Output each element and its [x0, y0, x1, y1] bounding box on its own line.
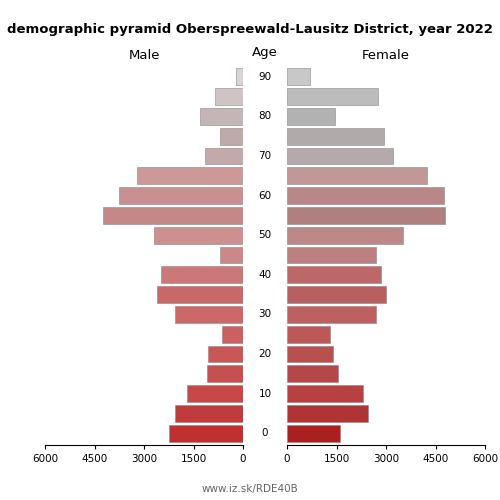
Bar [215, 88, 243, 105]
Bar [200, 108, 243, 125]
Bar [287, 68, 310, 86]
Bar [206, 366, 243, 382]
Bar [120, 187, 243, 204]
Bar [287, 424, 340, 442]
Bar [287, 405, 368, 421]
Bar [287, 187, 444, 204]
Text: 20: 20 [258, 349, 272, 359]
Bar [287, 306, 376, 323]
Title: Male: Male [128, 50, 160, 62]
Text: 90: 90 [258, 72, 272, 82]
Text: 30: 30 [258, 310, 272, 320]
Text: demographic pyramid Oberspreewald-Lausitz District, year 2022: demographic pyramid Oberspreewald-Lausit… [7, 22, 493, 36]
Bar [169, 424, 243, 442]
Bar [103, 207, 243, 224]
Bar [287, 326, 330, 342]
Text: 60: 60 [258, 190, 272, 200]
Text: 50: 50 [258, 230, 272, 240]
Bar [160, 266, 243, 283]
Bar [208, 346, 243, 362]
Bar [287, 385, 363, 402]
Text: 80: 80 [258, 112, 272, 122]
Bar [176, 405, 243, 421]
Bar [157, 286, 243, 303]
Text: 70: 70 [258, 151, 272, 161]
Bar [176, 306, 243, 323]
Bar [220, 246, 243, 264]
Bar [205, 148, 243, 164]
Text: 40: 40 [258, 270, 272, 280]
Bar [220, 128, 243, 144]
Text: Age: Age [252, 46, 278, 59]
Bar [187, 385, 243, 402]
Text: 0: 0 [262, 428, 268, 438]
Bar [287, 88, 378, 105]
Bar [287, 266, 381, 283]
Bar [287, 227, 403, 244]
Bar [222, 326, 243, 342]
Title: Female: Female [362, 50, 410, 62]
Bar [287, 286, 386, 303]
Bar [138, 168, 243, 184]
Bar [287, 207, 446, 224]
Bar [236, 68, 243, 86]
Bar [287, 366, 338, 382]
Bar [154, 227, 243, 244]
Bar [287, 108, 335, 125]
Bar [287, 168, 428, 184]
Bar [287, 148, 393, 164]
Bar [287, 346, 333, 362]
Bar [287, 246, 376, 264]
Text: www.iz.sk/RDE40B: www.iz.sk/RDE40B [202, 484, 298, 494]
Text: 10: 10 [258, 388, 272, 398]
Bar [287, 128, 384, 144]
